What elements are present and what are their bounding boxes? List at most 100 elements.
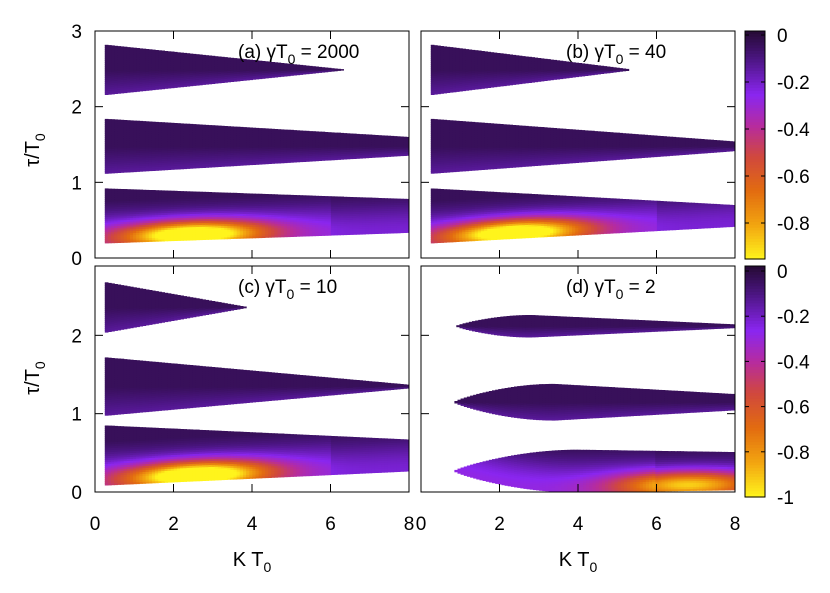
heatmap-cell: [208, 81, 213, 85]
heatmap-cell: [290, 226, 294, 230]
heatmap-cell: [208, 157, 213, 160]
heatmap-cell: [183, 192, 187, 196]
heatmap-cell: [139, 159, 144, 163]
heatmap-cell: [139, 49, 144, 52]
heatmap-cell: [108, 123, 112, 127]
heatmap-cell: [208, 163, 213, 166]
heatmap-cell: [274, 159, 279, 162]
heatmap-cell: [268, 205, 272, 208]
heatmap-cell: [158, 66, 162, 69]
heatmap-cell: [214, 79, 219, 82]
heatmap-cell: [224, 145, 228, 148]
heatmap-cell: [129, 57, 134, 61]
heatmap-cell: [148, 214, 153, 218]
heatmap-cell: [214, 201, 219, 204]
heatmap-cell: [173, 152, 178, 155]
heatmap-cell: [299, 157, 304, 161]
heatmap-cell: [230, 236, 235, 239]
heatmap-cell: [243, 207, 247, 211]
heatmap-cell: [362, 154, 366, 157]
heatmap-cell: [158, 231, 162, 234]
heatmap-cell: [233, 217, 238, 220]
heatmap-cell: [280, 229, 285, 232]
heatmap-cell: [205, 231, 209, 235]
heatmap-cell: [104, 193, 109, 197]
heatmap-cell: [296, 226, 301, 230]
heatmap-cell: [167, 82, 172, 85]
heatmap-cell: [136, 146, 140, 150]
heatmap-cell: [180, 65, 184, 69]
heatmap-cell: [340, 232, 344, 236]
heatmap-cell: [246, 194, 250, 197]
heatmap-cell: [111, 84, 115, 87]
heatmap-cell: [158, 143, 162, 146]
heatmap-cell: [167, 212, 172, 215]
heatmap-cell: [315, 210, 319, 214]
heatmap-cell: [362, 152, 366, 155]
heatmap-cell: [139, 161, 144, 165]
heatmap-cell: [114, 74, 118, 77]
heatmap-cell: [123, 84, 128, 88]
heatmap-cell: [312, 131, 316, 133]
heatmap-cell: [183, 65, 187, 68]
heatmap-cell: [205, 131, 209, 134]
heatmap-cell: [167, 200, 172, 204]
heatmap-cell: [136, 203, 140, 207]
heatmap-cell: [117, 81, 122, 85]
heatmap-cell: [133, 126, 137, 129]
heatmap-cell: [114, 234, 118, 238]
heatmap-cell: [352, 217, 357, 220]
heatmap-cell: [139, 73, 144, 77]
heatmap-cell: [199, 222, 203, 225]
heatmap-cell: [359, 197, 363, 199]
heatmap-cell: [217, 197, 222, 200]
heatmap-cell: [271, 203, 275, 206]
heatmap-cell: [211, 140, 216, 143]
heatmap-cell: [208, 127, 213, 130]
heatmap-cell: [239, 153, 244, 157]
heatmap-cell: [239, 194, 244, 198]
heatmap-cell: [161, 191, 165, 195]
heatmap-cell: [167, 142, 172, 146]
heatmap-cell: [136, 215, 140, 218]
heatmap-cell: [199, 58, 203, 61]
heatmap-cell: [283, 137, 288, 141]
heatmap-cell: [221, 193, 225, 196]
heatmap-cell: [173, 157, 178, 161]
heatmap-cell: [177, 138, 181, 142]
heatmap-cell: [145, 201, 150, 205]
heatmap-cell: [123, 194, 128, 198]
heatmap-cell: [337, 155, 341, 158]
heatmap-cell: [283, 154, 288, 158]
heatmap-cell: [265, 150, 269, 153]
heatmap-cell: [274, 138, 279, 141]
heatmap-cell: [111, 76, 115, 80]
heatmap-cell: [230, 204, 235, 207]
heatmap-cell: [192, 124, 197, 125]
heatmap-cell: [117, 74, 122, 77]
heatmap-cell: [183, 191, 187, 194]
heatmap-cell: [158, 124, 162, 128]
heatmap-cell: [227, 126, 231, 129]
heatmap-cell: [192, 62, 197, 66]
heatmap-cell: [265, 195, 269, 199]
heatmap-cell: [158, 52, 162, 56]
heatmap-cell: [161, 204, 165, 208]
heatmap-cell: [117, 83, 122, 87]
heatmap-cell: [158, 239, 162, 242]
heatmap-cell: [192, 166, 197, 169]
heatmap-cell: [129, 126, 134, 129]
heatmap-cell: [108, 67, 112, 71]
heatmap-cell: [343, 140, 348, 143]
heatmap-cell: [170, 51, 175, 55]
heatmap-cell: [390, 154, 395, 157]
heatmap-cell: [349, 226, 354, 230]
heatmap-cell: [274, 149, 279, 153]
heatmap-cell: [271, 142, 275, 145]
heatmap-cell: [151, 222, 156, 225]
heatmap-cell: [318, 151, 322, 154]
heatmap-cell: [189, 158, 194, 162]
heatmap-cell: [126, 88, 131, 91]
heatmap-cell: [277, 145, 282, 149]
heatmap-cell: [151, 138, 156, 141]
